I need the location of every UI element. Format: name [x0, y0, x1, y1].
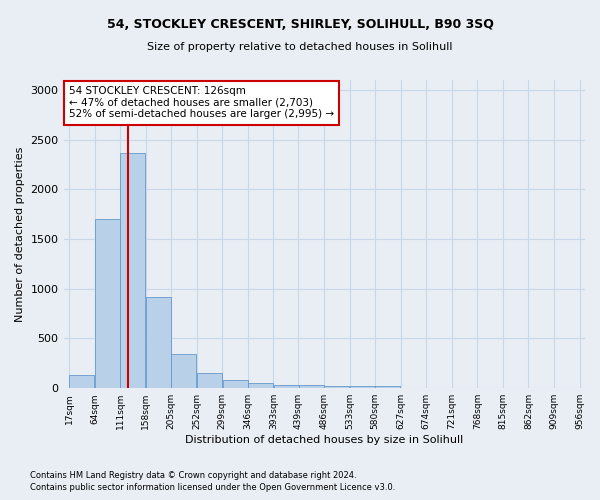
- Bar: [197, 373, 222, 388]
- Bar: [172, 354, 196, 388]
- Text: 54, STOCKLEY CRESCENT, SHIRLEY, SOLIHULL, B90 3SQ: 54, STOCKLEY CRESCENT, SHIRLEY, SOLIHULL…: [107, 18, 493, 30]
- Bar: [274, 384, 299, 388]
- Bar: [121, 152, 145, 388]
- Text: Size of property relative to detached houses in Solihull: Size of property relative to detached ho…: [147, 42, 453, 52]
- Bar: [299, 385, 324, 388]
- Text: 54 STOCKLEY CRESCENT: 126sqm
← 47% of detached houses are smaller (2,703)
52% of: 54 STOCKLEY CRESCENT: 126sqm ← 47% of de…: [69, 86, 334, 120]
- Y-axis label: Number of detached properties: Number of detached properties: [15, 146, 25, 322]
- Bar: [376, 386, 400, 388]
- Text: Contains public sector information licensed under the Open Government Licence v3: Contains public sector information licen…: [30, 484, 395, 492]
- Bar: [69, 376, 94, 388]
- X-axis label: Distribution of detached houses by size in Solihull: Distribution of detached houses by size …: [185, 435, 463, 445]
- Bar: [324, 386, 349, 388]
- Bar: [350, 386, 375, 388]
- Bar: [248, 383, 273, 388]
- Bar: [146, 296, 171, 388]
- Text: Contains HM Land Registry data © Crown copyright and database right 2024.: Contains HM Land Registry data © Crown c…: [30, 471, 356, 480]
- Bar: [95, 219, 120, 388]
- Bar: [223, 380, 248, 388]
